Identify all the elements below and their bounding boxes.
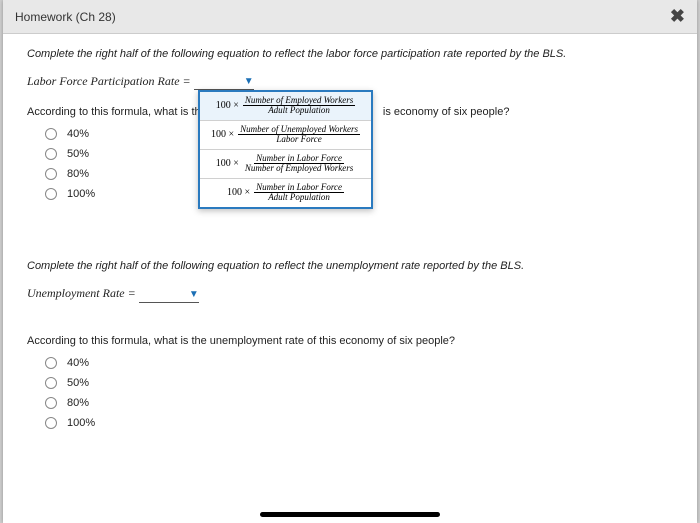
close-icon[interactable]: ✖	[670, 6, 685, 27]
dropdown-prefix: 100 ×	[211, 129, 234, 140]
caret-down-icon: ▼	[244, 76, 254, 87]
fraction: Number in Labor Force Number of Employed…	[243, 154, 355, 174]
radio-icon	[45, 417, 57, 429]
q1-option-label: 80%	[67, 168, 89, 180]
q2-option[interactable]: 100%	[45, 417, 673, 429]
radio-icon	[45, 357, 57, 369]
q2-option-label: 80%	[67, 397, 89, 409]
dropdown-prefix: 100 ×	[216, 158, 239, 169]
q1-option-label: 100%	[67, 188, 95, 200]
q1-question-after: is economy of six people?	[383, 106, 510, 118]
q2-instruction: Complete the right half of the following…	[27, 260, 673, 272]
radio-icon	[45, 148, 57, 160]
q2-option[interactable]: 80%	[45, 397, 673, 409]
q2-question: According to this formula, what is the u…	[27, 335, 673, 347]
fraction-denominator: Labor Force	[274, 135, 323, 144]
q2-lhs: Unemployment Rate =	[27, 286, 136, 300]
radio-icon	[45, 168, 57, 180]
q2-options: 40% 50% 80% 100%	[45, 357, 673, 429]
page-title: Homework (Ch 28)	[15, 10, 116, 24]
fraction: Number of Employed Workers Adult Populat…	[243, 96, 355, 116]
fraction: Number of Unemployed Workers Labor Force	[238, 125, 360, 145]
q1-lhs: Labor Force Participation Rate =	[27, 74, 191, 88]
horizontal-scrollbar[interactable]	[260, 512, 440, 517]
q2-option[interactable]: 50%	[45, 377, 673, 389]
dropdown-prefix: 100 ×	[227, 187, 250, 198]
dropdown-prefix: 100 ×	[216, 100, 239, 111]
radio-icon	[45, 128, 57, 140]
q1-option-label: 40%	[67, 128, 89, 140]
q2-option-label: 50%	[67, 377, 89, 389]
radio-icon	[45, 377, 57, 389]
q2-option-label: 40%	[67, 357, 89, 369]
radio-icon	[45, 188, 57, 200]
q1-question-before: According to this formula, what is the	[27, 106, 207, 118]
header-bar: Homework (Ch 28) ✖	[3, 0, 697, 34]
q2-option[interactable]: 40%	[45, 357, 673, 369]
fraction-denominator: Adult Population	[266, 193, 332, 202]
q2-option-label: 100%	[67, 417, 95, 429]
dropdown-option[interactable]: 100 × Number of Unemployed Workers Labor…	[200, 121, 371, 150]
q2-equation: Unemployment Rate = ▼	[27, 286, 673, 302]
fraction-denominator: Number of Employed Workers	[243, 164, 355, 173]
fraction-denominator: Adult Population	[266, 106, 332, 115]
dropdown-option[interactable]: 100 × Number in Labor Force Number of Em…	[200, 150, 371, 179]
q1-instruction: Complete the right half of the following…	[27, 48, 673, 60]
radio-icon	[45, 397, 57, 409]
dropdown-option[interactable]: 100 × Number in Labor Force Adult Popula…	[200, 179, 371, 207]
dropdown-option[interactable]: 100 × Number of Employed Workers Adult P…	[200, 92, 371, 121]
formula-dropdown-panel: 100 × Number of Employed Workers Adult P…	[198, 90, 373, 209]
page: Homework (Ch 28) ✖ Complete the right ha…	[3, 0, 697, 523]
caret-down-icon: ▼	[189, 289, 199, 300]
fraction: Number in Labor Force Adult Population	[254, 183, 344, 203]
q1-equation: Labor Force Participation Rate = ▼	[27, 74, 673, 90]
q1-option-label: 50%	[67, 148, 89, 160]
q1-dropdown-trigger[interactable]: ▼	[194, 74, 254, 90]
q2-dropdown-trigger[interactable]: ▼	[139, 287, 199, 303]
